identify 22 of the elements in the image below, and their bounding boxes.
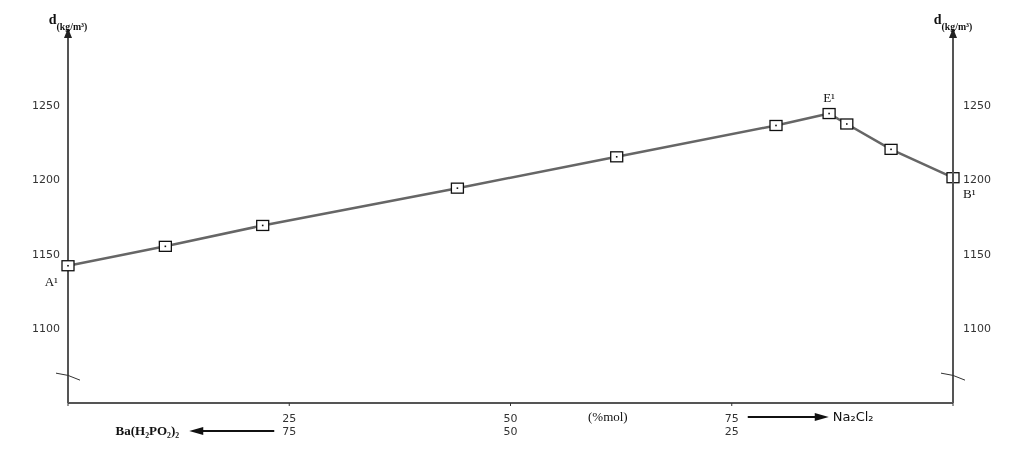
- text: Na₂Cl₂: [832, 409, 874, 424]
- y-tick-label: 1100: [32, 322, 60, 336]
- x2-tick-label: 75: [282, 425, 297, 438]
- y2-tick-label: 1250: [963, 98, 991, 112]
- y2-axis-title: d$_{(kg/m³)}$: [933, 12, 973, 33]
- y2-tick-label: 1200: [963, 173, 991, 187]
- y2-tick-label: 1150: [963, 247, 991, 261]
- annotation: B¹: [963, 185, 976, 201]
- x2-tick-label: 25: [724, 425, 739, 438]
- x-tick-label: 25: [282, 412, 297, 425]
- text: Ba(H₂PO₂)₂: [115, 423, 180, 438]
- x-tick-label: 75: [724, 412, 739, 425]
- annotation: A¹: [44, 273, 59, 289]
- y-axis-title: d$_{(kg/m³)}$: [48, 12, 88, 33]
- y2-tick-label: 1100: [963, 322, 991, 336]
- x-tick-label: 50: [503, 412, 518, 425]
- y-tick-label: 1150: [32, 247, 60, 261]
- y-tick-label: 1250: [32, 98, 60, 112]
- annotation: E¹: [823, 89, 836, 105]
- x-axis-title: (%mol): [587, 409, 628, 424]
- x2-tick-label: 50: [503, 425, 518, 438]
- y-tick-label: 1200: [32, 173, 60, 187]
